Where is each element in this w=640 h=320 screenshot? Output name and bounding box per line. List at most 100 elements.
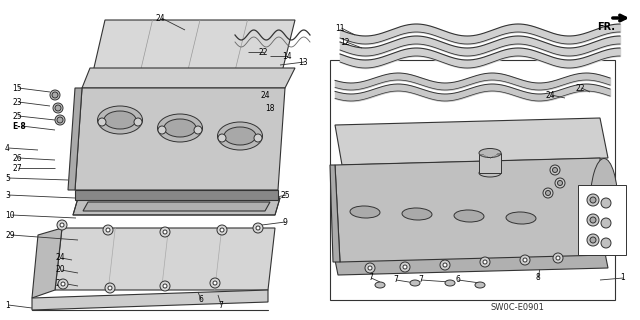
Ellipse shape bbox=[445, 280, 455, 286]
Bar bbox=[479, 153, 501, 173]
Ellipse shape bbox=[475, 282, 485, 288]
Circle shape bbox=[256, 226, 260, 230]
Text: 17: 17 bbox=[440, 157, 450, 166]
Circle shape bbox=[590, 197, 596, 203]
Text: 7: 7 bbox=[368, 274, 373, 283]
Text: 15: 15 bbox=[565, 165, 575, 174]
Circle shape bbox=[403, 265, 407, 269]
Circle shape bbox=[57, 117, 63, 123]
Circle shape bbox=[61, 282, 65, 286]
Text: 2: 2 bbox=[598, 241, 603, 250]
Circle shape bbox=[163, 284, 167, 288]
Circle shape bbox=[552, 167, 557, 172]
Circle shape bbox=[601, 238, 611, 248]
Circle shape bbox=[58, 279, 68, 289]
Circle shape bbox=[523, 258, 527, 262]
Ellipse shape bbox=[375, 282, 385, 288]
Ellipse shape bbox=[479, 169, 501, 177]
Text: 24: 24 bbox=[155, 13, 164, 22]
Circle shape bbox=[520, 255, 530, 265]
Text: 4: 4 bbox=[5, 143, 10, 153]
Text: E-8: E-8 bbox=[352, 173, 365, 182]
Ellipse shape bbox=[479, 148, 501, 157]
Circle shape bbox=[213, 281, 217, 285]
Text: 24: 24 bbox=[545, 91, 555, 100]
Ellipse shape bbox=[157, 114, 202, 142]
Circle shape bbox=[483, 260, 487, 264]
Circle shape bbox=[55, 105, 61, 111]
Text: FR.: FR. bbox=[597, 22, 615, 32]
Text: 22: 22 bbox=[575, 84, 584, 92]
Ellipse shape bbox=[506, 212, 536, 224]
Circle shape bbox=[587, 214, 599, 226]
Polygon shape bbox=[335, 253, 608, 275]
Circle shape bbox=[555, 178, 565, 188]
Circle shape bbox=[253, 223, 263, 233]
Ellipse shape bbox=[350, 206, 380, 218]
Polygon shape bbox=[75, 88, 285, 190]
Polygon shape bbox=[32, 228, 62, 298]
Text: 23: 23 bbox=[568, 179, 578, 188]
Circle shape bbox=[105, 283, 115, 293]
Circle shape bbox=[160, 227, 170, 237]
Text: 26: 26 bbox=[12, 154, 22, 163]
Circle shape bbox=[210, 278, 220, 288]
Text: 5: 5 bbox=[5, 173, 10, 182]
Text: 20: 20 bbox=[55, 266, 65, 275]
Circle shape bbox=[160, 281, 170, 291]
Polygon shape bbox=[73, 198, 280, 215]
Circle shape bbox=[57, 220, 67, 230]
Polygon shape bbox=[75, 190, 278, 200]
Text: SW0C-E0901: SW0C-E0901 bbox=[490, 303, 544, 313]
Text: 1: 1 bbox=[620, 274, 625, 283]
Text: 18: 18 bbox=[265, 103, 275, 113]
Circle shape bbox=[550, 165, 560, 175]
Ellipse shape bbox=[224, 127, 256, 145]
Ellipse shape bbox=[410, 280, 420, 286]
Circle shape bbox=[601, 198, 611, 208]
Ellipse shape bbox=[104, 111, 136, 129]
Text: 3: 3 bbox=[5, 190, 10, 199]
Text: 24: 24 bbox=[592, 183, 602, 193]
Polygon shape bbox=[68, 88, 82, 190]
Text: 25: 25 bbox=[592, 220, 602, 229]
Circle shape bbox=[480, 257, 490, 267]
Circle shape bbox=[52, 92, 58, 98]
Circle shape bbox=[587, 234, 599, 246]
Text: 25: 25 bbox=[280, 190, 290, 199]
Polygon shape bbox=[32, 290, 268, 310]
Circle shape bbox=[443, 263, 447, 267]
Text: 12: 12 bbox=[340, 37, 349, 46]
Circle shape bbox=[557, 180, 563, 186]
Circle shape bbox=[106, 228, 110, 232]
Text: 15: 15 bbox=[12, 84, 22, 92]
Bar bbox=[330, 60, 615, 300]
Text: 8: 8 bbox=[535, 274, 540, 283]
Text: 22: 22 bbox=[258, 47, 268, 57]
Text: 10: 10 bbox=[5, 211, 15, 220]
Circle shape bbox=[55, 115, 65, 125]
Circle shape bbox=[590, 217, 596, 223]
Circle shape bbox=[98, 118, 106, 126]
Circle shape bbox=[194, 126, 202, 134]
Ellipse shape bbox=[402, 208, 432, 220]
Polygon shape bbox=[93, 20, 295, 72]
Polygon shape bbox=[335, 158, 605, 262]
Circle shape bbox=[158, 126, 166, 134]
Polygon shape bbox=[330, 165, 340, 262]
Polygon shape bbox=[82, 68, 295, 88]
Circle shape bbox=[163, 230, 167, 234]
Text: 19: 19 bbox=[352, 163, 362, 172]
Text: 23: 23 bbox=[12, 98, 22, 107]
Circle shape bbox=[254, 134, 262, 142]
Text: 6: 6 bbox=[455, 276, 460, 284]
Text: 7: 7 bbox=[418, 276, 423, 284]
Circle shape bbox=[368, 266, 372, 270]
Text: 7: 7 bbox=[218, 300, 223, 309]
Circle shape bbox=[553, 253, 563, 263]
Circle shape bbox=[440, 260, 450, 270]
Circle shape bbox=[53, 103, 63, 113]
Ellipse shape bbox=[97, 106, 143, 134]
Bar bbox=[578, 185, 626, 255]
Text: 28: 28 bbox=[352, 150, 362, 159]
